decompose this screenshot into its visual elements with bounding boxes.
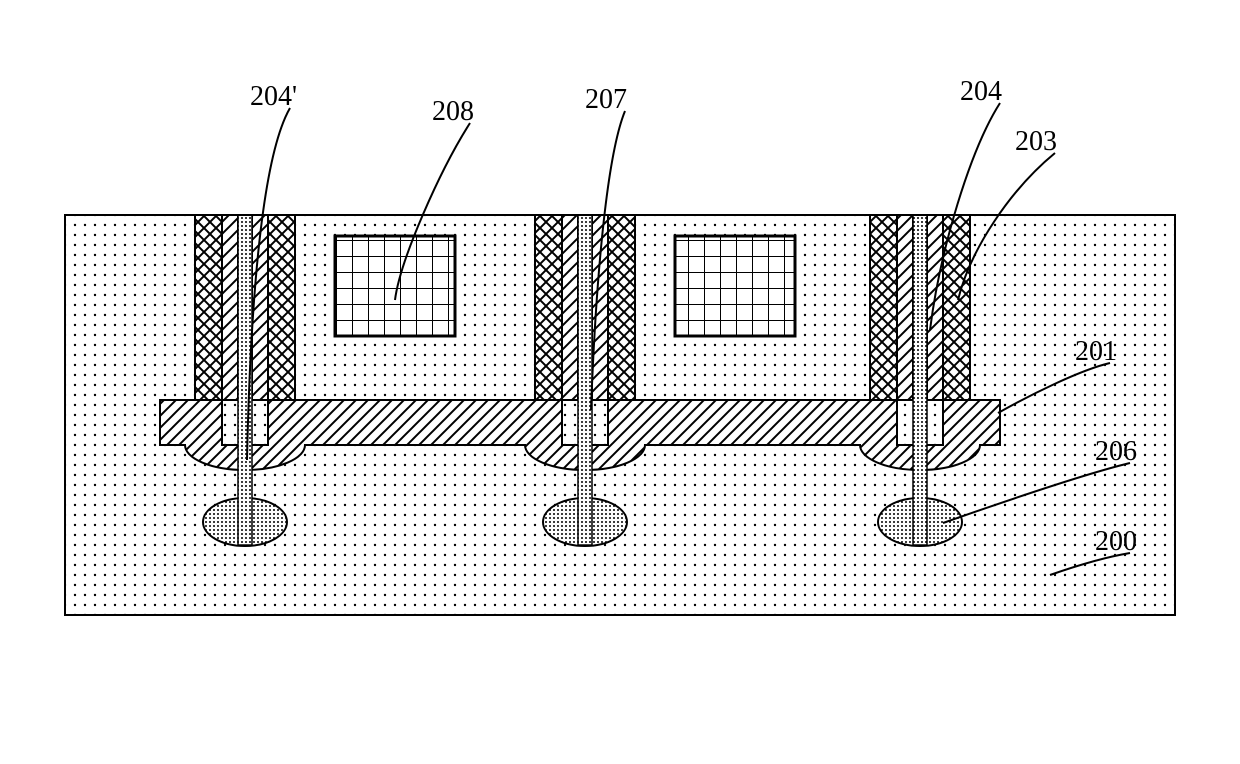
block-208: [675, 236, 795, 336]
conductor-204-left: [897, 215, 913, 400]
wall-203-left: [535, 215, 562, 400]
channel-207: [578, 215, 592, 545]
label-a: 204': [250, 81, 297, 112]
wall-203-right: [268, 215, 295, 400]
conductor-204-right: [592, 215, 608, 400]
wall-203-right: [608, 215, 635, 400]
label-e: 203: [1015, 126, 1057, 157]
channel-207: [913, 215, 927, 545]
block-208: [335, 236, 455, 336]
clipped-content: [65, 215, 1175, 615]
conductor-204-left: [222, 215, 238, 400]
diagram-root: 204' 208 207 204 203 201 206 200: [0, 0, 1240, 764]
label-b: 208: [432, 96, 474, 127]
label-f: 201: [1075, 336, 1117, 367]
label-g: 206: [1095, 436, 1137, 467]
label-h: 200: [1095, 526, 1137, 557]
conductor-204-left: [562, 215, 578, 400]
label-d: 204: [960, 76, 1002, 107]
label-c: 207: [585, 84, 627, 115]
wall-203-left: [195, 215, 222, 400]
conductor-204-right: [927, 215, 943, 400]
wall-203-left: [870, 215, 897, 400]
